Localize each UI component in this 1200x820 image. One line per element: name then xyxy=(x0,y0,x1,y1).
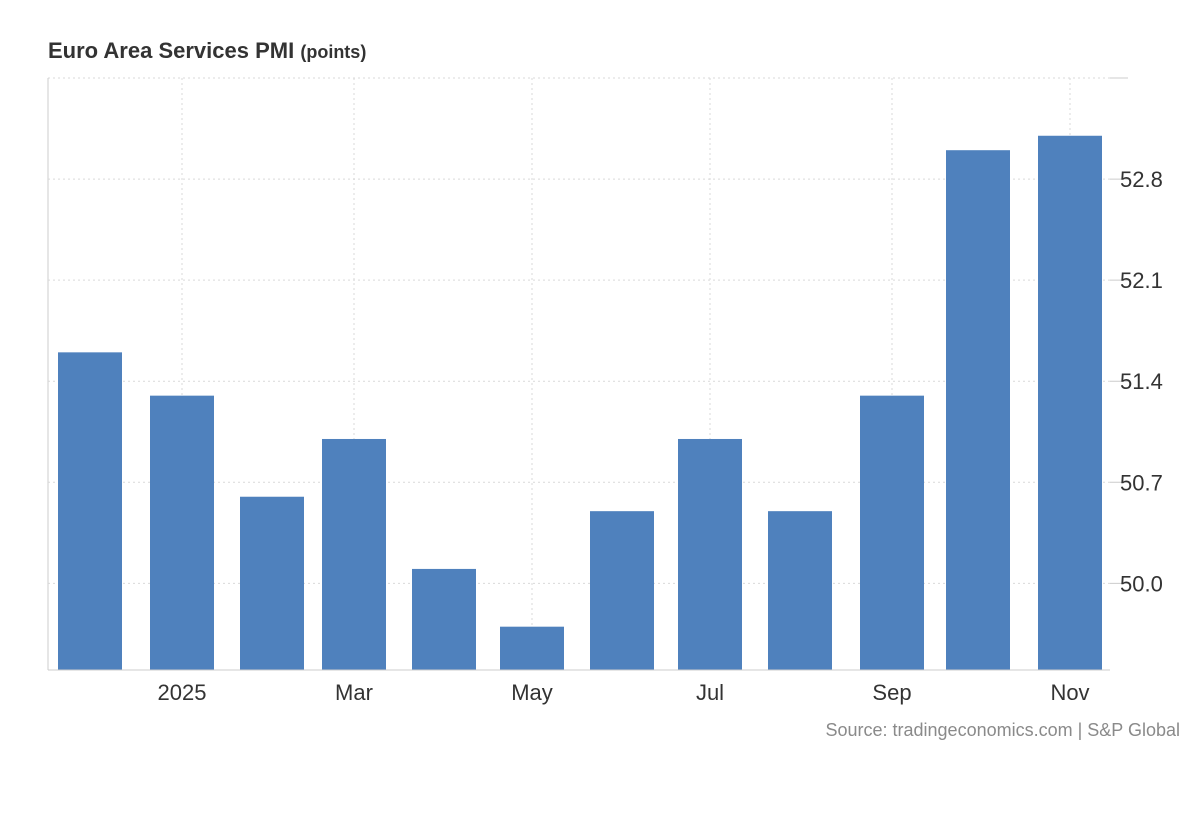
x-tick-label: Jul xyxy=(696,680,724,705)
x-tick-label: Nov xyxy=(1050,680,1089,705)
bar-may-2025 xyxy=(500,626,564,670)
source-note: Source: tradingeconomics.com | S&P Globa… xyxy=(825,720,1180,740)
y-tick-label: 50.7 xyxy=(1120,470,1163,495)
bar-feb-2025 xyxy=(240,496,304,670)
chart-title-text: Euro Area Services PMI xyxy=(48,38,295,63)
bar-jul-2025 xyxy=(678,438,742,670)
x-tick-label: Sep xyxy=(872,680,911,705)
bar-mar-2025 xyxy=(322,438,386,670)
bar-sep-2025 xyxy=(860,395,924,670)
bars-layer xyxy=(58,135,1102,670)
x-tick-label: 2025 xyxy=(158,680,207,705)
chart-title: Euro Area Services PMI (points) xyxy=(48,38,366,64)
chart-title-unit: (points) xyxy=(300,42,367,62)
x-tick-label: Mar xyxy=(335,680,373,705)
bar-apr-2025 xyxy=(412,568,476,670)
bar-dec-2024 xyxy=(58,352,122,670)
bar-jun-2025 xyxy=(590,511,654,670)
y-tick-label: 52.1 xyxy=(1120,268,1163,293)
bar-jan-2025 xyxy=(150,395,214,670)
x-tick-label: May xyxy=(511,680,553,705)
y-tick-label: 50.0 xyxy=(1120,571,1163,596)
bar-aug-2025 xyxy=(768,511,832,670)
y-tick-label: 52.8 xyxy=(1120,167,1163,192)
y-tick-label: 51.4 xyxy=(1120,369,1163,394)
axis-layer: 50.0 50.7 51.4 52.1 52.8 2025 Mar May Jul Sep Nov xyxy=(48,77,1163,705)
bar-nov-2025 xyxy=(1038,135,1102,670)
bar-oct-2025 xyxy=(946,150,1010,670)
